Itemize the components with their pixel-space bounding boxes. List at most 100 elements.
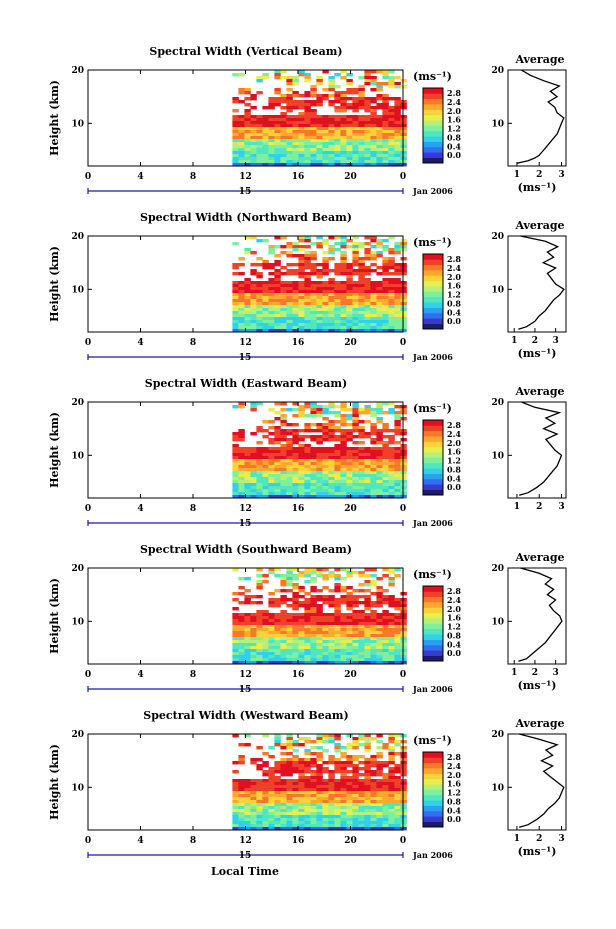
heatmap-cell xyxy=(364,269,371,273)
heatmap-cell xyxy=(328,82,335,86)
colorbar-tick-label: 1.6 xyxy=(447,115,461,125)
heatmap-cell xyxy=(358,462,365,466)
heatmap-cell xyxy=(310,489,317,493)
heatmap-cell xyxy=(352,791,359,795)
heatmap-cell xyxy=(232,480,239,484)
heatmap-cell xyxy=(280,610,287,614)
heatmap-cell xyxy=(358,812,365,816)
heatmap-cell xyxy=(268,121,275,125)
heatmap-cell xyxy=(388,148,395,152)
heatmap-cell xyxy=(328,257,335,261)
heatmap-cell xyxy=(322,601,329,605)
heatmap-cell xyxy=(394,474,401,478)
heatmap-cell xyxy=(340,251,347,255)
heatmap-cell xyxy=(388,302,395,306)
heatmap-cell xyxy=(334,160,341,164)
heatmap-cell xyxy=(262,622,269,626)
heatmap-cell xyxy=(292,296,299,300)
heatmap-cell xyxy=(358,136,365,140)
heatmap-cell xyxy=(382,773,389,777)
heatmap-cell xyxy=(280,773,287,777)
heatmap-cell xyxy=(370,320,377,324)
heatmap-cell xyxy=(256,625,263,629)
heatmap-cell xyxy=(262,139,269,143)
heatmap-cell xyxy=(316,408,323,412)
heatmap-cell xyxy=(400,791,407,795)
heatmap-cell xyxy=(358,782,365,786)
heatmap-cell xyxy=(370,284,377,288)
heatmap-cell xyxy=(256,637,263,641)
heatmap-cell xyxy=(232,824,239,828)
heatmap-cell xyxy=(394,311,401,315)
heatmap-cell xyxy=(304,649,311,653)
heatmap-cell xyxy=(244,133,251,137)
heatmap-cell xyxy=(232,432,239,436)
heatmap-cell xyxy=(292,127,299,131)
heatmap-cell xyxy=(394,76,401,80)
heatmap-cell xyxy=(394,290,401,294)
heatmap-cell xyxy=(322,492,329,496)
heatmap-cell xyxy=(316,613,323,617)
heatmap-cell xyxy=(382,598,389,602)
heatmap-cell xyxy=(382,154,389,158)
heatmap-cell xyxy=(400,148,407,152)
heatmap-cell xyxy=(358,601,365,605)
heatmap-cell xyxy=(286,794,293,798)
heatmap-cell xyxy=(250,827,257,831)
heatmap-cell xyxy=(340,661,347,665)
average-frame xyxy=(507,401,567,499)
heatmap-cell xyxy=(280,743,287,747)
heatmap-cell xyxy=(364,97,371,101)
heatmap-cell xyxy=(298,260,305,264)
heatmap-cell xyxy=(334,474,341,478)
heatmap-cell xyxy=(232,468,239,472)
heatmap-cell xyxy=(346,118,353,122)
heatmap-cell xyxy=(376,489,383,493)
heatmap-cell xyxy=(382,610,389,614)
heatmap-cell xyxy=(274,827,281,831)
heatmap-cell xyxy=(340,139,347,143)
heatmap-cell xyxy=(376,477,383,481)
heatmap-cell xyxy=(364,311,371,315)
heatmap-cell xyxy=(322,263,329,267)
y-axis-label: Height (km) xyxy=(48,412,61,488)
heatmap-cell xyxy=(400,115,407,119)
heatmap-cell xyxy=(376,474,383,478)
heatmap-cell xyxy=(262,643,269,647)
heatmap-cell xyxy=(346,640,353,644)
heatmap-cell xyxy=(370,471,377,475)
heatmap-cell xyxy=(292,302,299,306)
heatmap-cell xyxy=(340,824,347,828)
colorbar-tick-label: 1.2 xyxy=(447,124,461,134)
heatmap-cell xyxy=(280,492,287,496)
heatmap-cell xyxy=(340,254,347,258)
heatmap-cell xyxy=(316,800,323,804)
heatmap-cell xyxy=(274,115,281,119)
heatmap-cell xyxy=(316,737,323,741)
heatmap-cell xyxy=(298,248,305,252)
heatmap-cell xyxy=(322,417,329,421)
heatmap-cell xyxy=(394,477,401,481)
heatmap-cell xyxy=(394,148,401,152)
heatmap-cell xyxy=(232,145,239,149)
heatmap-cell xyxy=(304,284,311,288)
heatmap-cell xyxy=(400,643,407,647)
heatmap-cell xyxy=(280,764,287,768)
heatmap-cell xyxy=(364,770,371,774)
heatmap-cell xyxy=(382,269,389,273)
heatmap-cell xyxy=(298,764,305,768)
x-tick-label: 0 xyxy=(400,504,406,514)
heatmap-cell xyxy=(352,640,359,644)
heatmap-cell xyxy=(382,121,389,125)
heatmap-cell xyxy=(286,477,293,481)
colorbar-tick-label: 1.6 xyxy=(447,779,461,789)
heatmap-cell xyxy=(328,438,335,442)
heatmap-cell xyxy=(286,613,293,617)
heatmap-cell xyxy=(394,456,401,460)
heatmap-cell xyxy=(376,441,383,445)
heatmap-cell xyxy=(280,803,287,807)
heatmap-cell xyxy=(352,456,359,460)
heatmap-cell xyxy=(262,791,269,795)
heatmap-cell xyxy=(322,619,329,623)
heatmap-cell xyxy=(346,477,353,481)
